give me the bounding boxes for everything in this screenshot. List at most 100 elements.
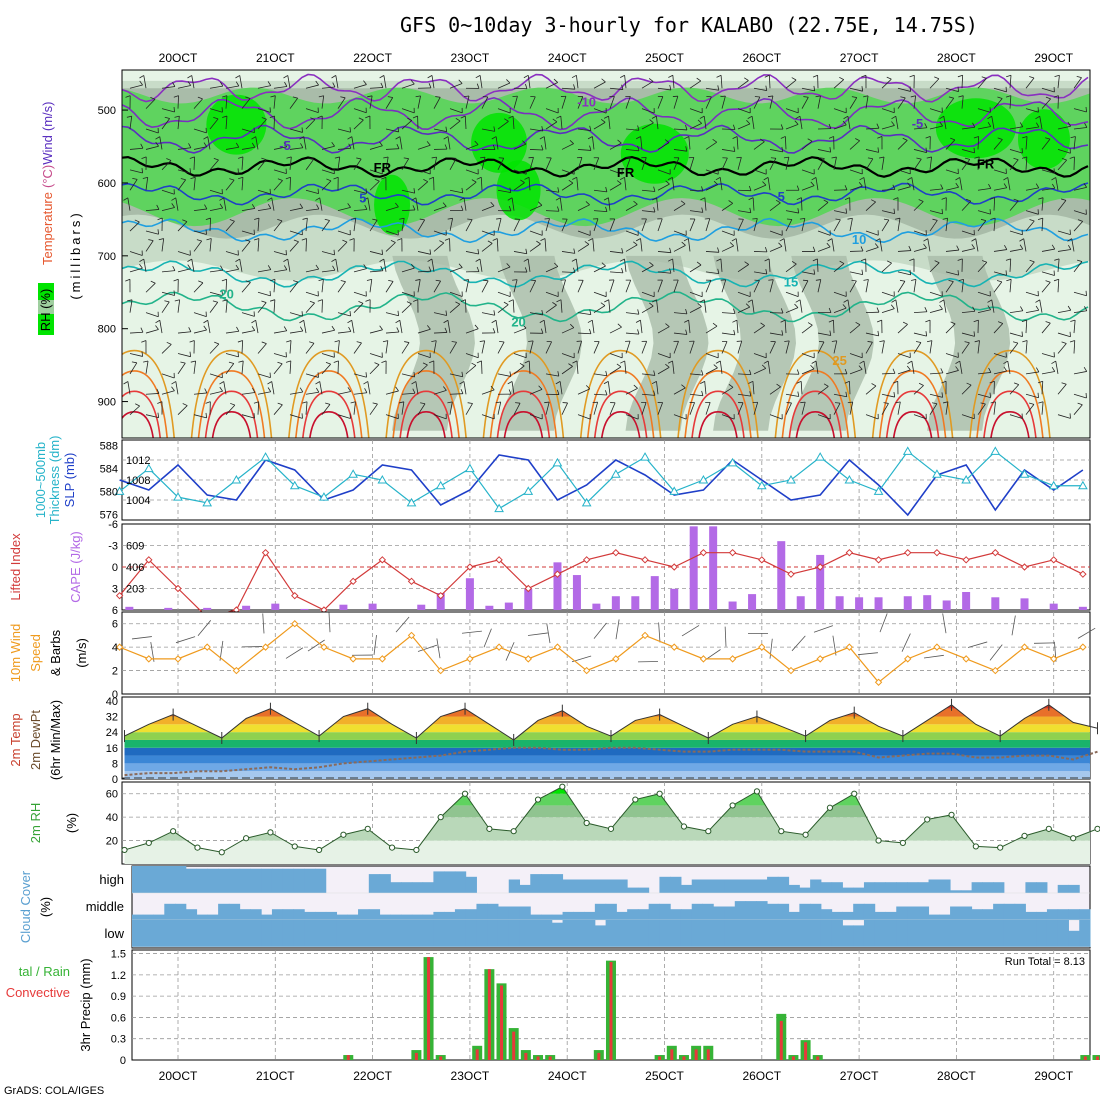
wind-barb [433, 414, 447, 420]
wind-barb-flag [190, 176, 196, 180]
wind-barb [481, 280, 489, 293]
wind-barb-flag [538, 201, 543, 206]
wind-barb-flag [635, 319, 641, 323]
wind-barb-flag [219, 381, 224, 385]
wind-barb [800, 197, 803, 211]
cloud-cell-middle [691, 903, 703, 920]
cape-bar [991, 597, 1000, 610]
wind-barb [1057, 332, 1071, 338]
cloud-cell-high [530, 874, 542, 893]
wind-barb-flag [1069, 340, 1075, 343]
wind-barb [833, 263, 845, 273]
wind-barb [369, 145, 383, 150]
wind-barb-flag [428, 266, 432, 272]
wind-barb [977, 262, 988, 273]
wind-barb [657, 96, 664, 109]
wind-barb-flag [515, 402, 521, 404]
wind-barb [993, 353, 1007, 358]
wind-barb-flag [906, 365, 911, 371]
wind-barb [351, 136, 355, 150]
wind-barb-flag [617, 139, 622, 144]
wind-barb [961, 310, 975, 314]
wind-barb [257, 108, 271, 113]
cloud-cell-middle [487, 903, 499, 920]
wind-barb-flag [332, 82, 336, 88]
wind-barb [881, 403, 889, 415]
wind-barb [321, 180, 332, 191]
wind-barb-flag [1067, 121, 1072, 127]
precip-conv-bar [694, 1049, 698, 1060]
cloud-cell-middle [314, 911, 327, 920]
wind-barb-flag [261, 341, 267, 344]
wind-barb [1041, 169, 1055, 174]
wind-barb-flag [1069, 156, 1075, 159]
li-tick: -6 [108, 519, 118, 531]
wind-barb [225, 220, 235, 232]
wind-barb-flag [476, 266, 480, 272]
wind-barb-flag [767, 95, 773, 98]
wind-barb-flag [315, 387, 320, 393]
wind-barb [449, 342, 457, 354]
wind-barb [193, 146, 207, 150]
wind-barb [993, 249, 1007, 252]
wind-barb [1009, 126, 1023, 130]
cloud-cell-low [271, 920, 284, 947]
cloud-cell-high [659, 876, 671, 893]
warm-contour [871, 349, 954, 438]
wind-barb [705, 251, 719, 253]
wind-barb-flag [367, 95, 373, 98]
wind-barb-flag [1035, 115, 1040, 120]
wind-barb [577, 204, 590, 211]
thickness-point [143, 463, 154, 473]
li-point [933, 548, 941, 557]
wind-barb-flag [733, 146, 736, 152]
wind-barb [593, 402, 599, 415]
wind-barb-flag [171, 381, 177, 385]
rh-point [656, 790, 663, 797]
wind-barb [159, 136, 163, 150]
wind-barb-flag [1037, 217, 1043, 220]
wind10-point [553, 643, 562, 651]
cloud-cell-middle [444, 911, 456, 920]
wind-barb-flag [997, 137, 1003, 140]
wind-barb [625, 340, 631, 354]
wind-barb [481, 414, 495, 420]
wind-barb [129, 251, 143, 256]
thickness-point [465, 463, 475, 473]
wind-barb-flag [895, 217, 901, 220]
wind-barb [273, 116, 275, 130]
cloud-cell-high [917, 882, 930, 893]
wind-barb [1025, 371, 1039, 375]
wind-barb [881, 108, 895, 114]
cape-bar [942, 600, 951, 610]
wind-barb [961, 279, 964, 293]
wind-barb [433, 206, 447, 212]
wind-barb-flag [746, 120, 751, 125]
li-point [816, 563, 824, 571]
wind-barb [753, 169, 767, 175]
wind-barb [528, 177, 531, 191]
wind-barb-flag [156, 204, 160, 210]
wind-barb-flag [926, 340, 933, 343]
wind-barb-flag [621, 267, 624, 274]
li-point [670, 563, 678, 571]
precip-conv-bar [706, 1049, 710, 1060]
wind-barb [801, 169, 815, 175]
wind10-point [758, 643, 766, 651]
cloud-cell-high [433, 871, 445, 893]
wind-barb [417, 144, 431, 150]
wind-barb-flag [372, 218, 378, 221]
cloud-cell-middle [874, 911, 886, 920]
wind-barb [385, 97, 394, 109]
wind-barb [273, 353, 287, 358]
wind-barb [465, 403, 473, 415]
wind-barb-flag [633, 384, 638, 389]
wind-barb [849, 185, 863, 191]
wind-barb [321, 269, 335, 273]
wind-barb [385, 414, 399, 420]
wind-barb [465, 279, 470, 293]
rh-point [583, 819, 590, 827]
wind-barb [369, 403, 378, 415]
wind-barb-flag [605, 370, 608, 376]
wind-barb [385, 312, 399, 317]
